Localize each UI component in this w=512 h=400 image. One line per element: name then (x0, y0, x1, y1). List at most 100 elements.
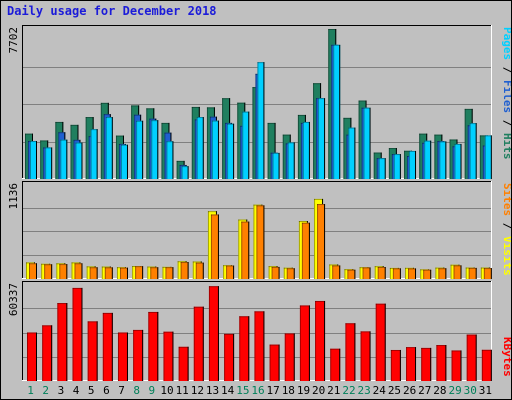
day-label-19: 19 (297, 384, 310, 397)
bar-kbytes-day-20 (315, 300, 326, 381)
day-label-1: 1 (27, 384, 34, 397)
bar-pages-day-16 (257, 62, 265, 180)
bar-sites-day-23 (362, 267, 371, 279)
bar-kbytes-day-18 (284, 333, 295, 381)
bar-pages-day-21 (333, 44, 341, 180)
day-label-30: 30 (464, 384, 477, 397)
day-label-8: 8 (133, 384, 140, 397)
bar-sites-day-1 (29, 263, 37, 279)
bar-kbytes-day-7 (117, 332, 128, 381)
bar-sites-day-7 (119, 267, 128, 279)
bar-pages-day-12 (196, 117, 204, 179)
day-label-6: 6 (103, 384, 110, 397)
bar-sites-day-31 (483, 268, 492, 279)
legend-pages: Pages (501, 27, 511, 60)
day-label-3: 3 (58, 384, 65, 397)
day-label-26: 26 (403, 384, 416, 397)
bar-sites-day-24 (377, 267, 386, 279)
day-label-23: 23 (358, 384, 371, 397)
bar-sites-day-30 (468, 267, 477, 279)
bar-kbytes-day-23 (360, 331, 371, 381)
bar-kbytes-day-4 (72, 287, 83, 381)
day-label-29: 29 (448, 384, 461, 397)
day-label-14: 14 (221, 384, 235, 397)
bar-pages-day-28 (439, 141, 447, 179)
panel-3-ymax-label: 60337 (7, 283, 20, 316)
bar-kbytes-day-5 (87, 321, 98, 381)
bar-kbytes-day-19 (299, 305, 310, 381)
bar-sites-day-27 (423, 269, 432, 279)
legend-visits: Visits (501, 236, 511, 276)
day-label-12: 12 (191, 384, 204, 397)
day-label-15: 15 (236, 384, 249, 397)
bar-pages-day-4 (75, 142, 83, 179)
day-label-28: 28 (433, 384, 446, 397)
bar-pages-day-11 (181, 166, 189, 179)
day-label-25: 25 (388, 384, 401, 397)
bar-sites-day-11 (180, 262, 189, 279)
bar-pages-day-31 (484, 135, 492, 179)
bar-pages-day-25 (393, 154, 401, 179)
panel-2-legend: Sites / Visits (501, 183, 511, 276)
bar-sites-day-28 (438, 268, 447, 279)
bar-pages-day-10 (166, 141, 174, 179)
bar-sites-day-9 (150, 267, 159, 279)
bar-pages-day-7 (120, 144, 128, 179)
day-label-17: 17 (267, 384, 280, 397)
bar-sites-day-3 (59, 264, 68, 279)
bar-sites-day-19 (301, 222, 310, 279)
bar-sites-day-20 (317, 204, 326, 279)
panel-1-ymax-label: 7702 (7, 27, 20, 54)
bar-kbytes-day-6 (102, 312, 113, 381)
bar-pages-day-3 (60, 139, 68, 179)
chart-title: Daily usage for December 2018 (7, 4, 217, 18)
day-label-5: 5 (88, 384, 95, 397)
bar-kbytes-day-1 (27, 332, 37, 381)
bar-sites-day-15 (241, 221, 250, 279)
bar-sites-day-5 (89, 267, 98, 279)
day-label-31: 31 (479, 384, 492, 397)
bar-sites-day-10 (165, 267, 174, 279)
day-label-27: 27 (418, 384, 431, 397)
bar-pages-day-30 (469, 123, 477, 179)
bar-sites-day-6 (104, 267, 113, 279)
bar-pages-day-20 (318, 98, 326, 179)
legend-sites: Sites (501, 183, 511, 216)
bar-pages-day-17 (272, 152, 280, 179)
bar-pages-day-18 (287, 142, 295, 179)
day-label-2: 2 (42, 384, 49, 397)
bar-kbytes-day-24 (375, 303, 386, 381)
bar-kbytes-day-8 (133, 329, 144, 381)
bar-pages-day-2 (45, 147, 53, 179)
bar-kbytes-day-26 (406, 347, 417, 381)
bar-pages-day-14 (227, 123, 235, 179)
bar-kbytes-day-15 (239, 316, 250, 381)
bar-kbytes-day-9 (148, 311, 159, 381)
bar-pages-day-24 (378, 158, 386, 179)
day-label-22: 22 (342, 384, 355, 397)
bar-pages-day-8 (136, 120, 144, 179)
bar-kbytes-day-27 (421, 347, 432, 381)
bar-sites-day-26 (408, 268, 417, 279)
bar-sites-day-16 (256, 205, 265, 279)
bar-kbytes-day-17 (269, 344, 280, 381)
bar-pages-day-19 (302, 121, 310, 179)
bar-sites-day-14 (226, 265, 235, 279)
bar-pages-day-23 (363, 107, 371, 179)
bar-kbytes-day-25 (390, 349, 401, 381)
day-label-24: 24 (373, 384, 387, 397)
bar-sites-day-21 (332, 265, 341, 279)
bar-pages-day-29 (454, 143, 462, 179)
bar-pages-day-27 (424, 140, 432, 179)
bar-kbytes-day-13 (208, 286, 219, 381)
day-label-21: 21 (327, 384, 340, 397)
bar-sites-day-29 (453, 265, 462, 279)
bar-sites-day-8 (135, 266, 144, 279)
bar-kbytes-day-22 (345, 323, 356, 381)
bar-kbytes-day-16 (254, 311, 265, 381)
day-label-18: 18 (282, 384, 295, 397)
bar-sites-day-12 (195, 262, 204, 279)
bar-kbytes-day-10 (163, 331, 174, 381)
